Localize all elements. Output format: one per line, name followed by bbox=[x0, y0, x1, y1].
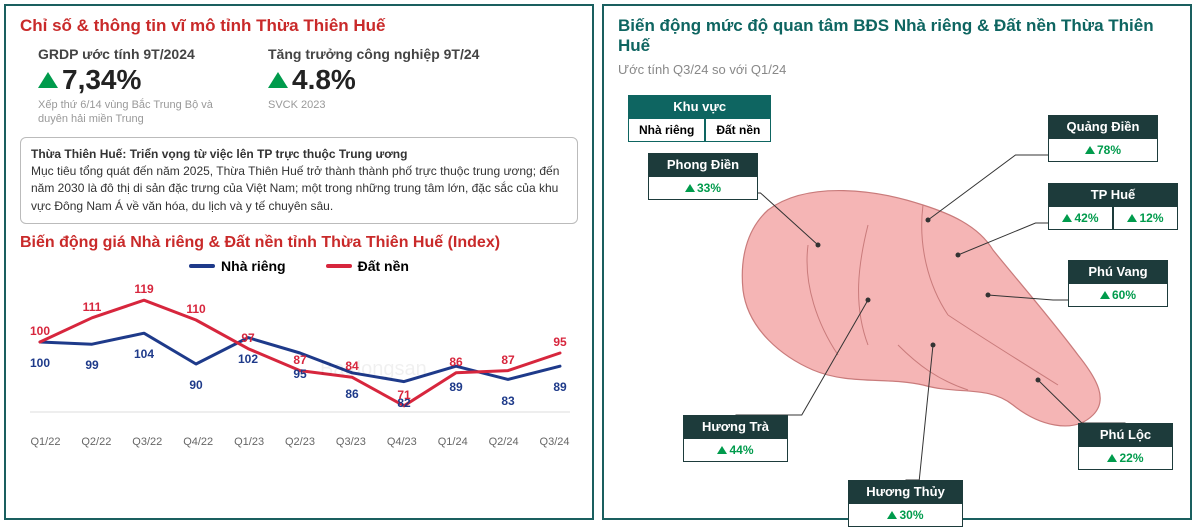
chart-x-axis: Q1/22Q2/22Q3/22Q4/22Q1/23Q2/23Q3/23Q4/23… bbox=[20, 436, 580, 448]
district-value: 44% bbox=[683, 438, 788, 462]
district-callout: Hương Thủy30% bbox=[848, 480, 963, 527]
legend-item-datnen: Đất nền bbox=[326, 258, 409, 274]
chart-data-label: 86 bbox=[449, 355, 462, 369]
map-legend: Khu vựcNhà riêngĐất nền bbox=[628, 95, 771, 142]
chart-data-label: 89 bbox=[553, 380, 566, 394]
panel-macro: Chỉ số & thông tin vĩ mô tỉnh Thừa Thiên… bbox=[4, 4, 594, 520]
description-box: Thừa Thiên Huế: Triển vọng từ việc lên T… bbox=[20, 137, 578, 225]
legend-swatch bbox=[189, 264, 215, 268]
up-arrow-icon bbox=[268, 72, 288, 88]
chart-data-label: 83 bbox=[501, 394, 514, 408]
stat-note: Xếp thứ 6/14 vùng Bắc Trung Bộ và duyên … bbox=[38, 98, 238, 127]
chart-data-label: 86 bbox=[345, 387, 358, 401]
chart-data-label: 100 bbox=[30, 324, 50, 338]
chart-data-label: 90 bbox=[189, 378, 202, 392]
desc-body: Mục tiêu tổng quát đến năm 2025, Thừa Th… bbox=[31, 164, 559, 213]
chart-data-label: 119 bbox=[134, 282, 153, 296]
stats-row: GRDP ước tính 9T/2024 7,34% Xếp thứ 6/14… bbox=[38, 46, 578, 127]
district-callout: Phú Lộc22% bbox=[1078, 423, 1173, 470]
legend-item-nharieng: Nhà riêng bbox=[189, 258, 286, 274]
chart-data-label: 89 bbox=[449, 380, 462, 394]
x-tick-label: Q2/23 bbox=[275, 436, 326, 448]
stat-label: Tăng trưởng công nghiệp 9T/24 bbox=[268, 46, 479, 62]
chart-data-label: 102 bbox=[238, 352, 258, 366]
chart-data-label: 100 bbox=[30, 356, 50, 370]
district-name: Hương Trà bbox=[683, 415, 788, 438]
chart-legend: Nhà riêng Đất nền bbox=[20, 258, 578, 274]
x-tick-label: Q2/24 bbox=[478, 436, 529, 448]
up-arrow-icon bbox=[887, 511, 897, 519]
district-name: Phú Lộc bbox=[1078, 423, 1173, 446]
district-value: 30% bbox=[848, 503, 963, 527]
up-arrow-icon bbox=[1127, 214, 1137, 222]
desc-bold: Thừa Thiên Huế: Triển vọng từ việc lên T… bbox=[31, 147, 407, 161]
stat-note: SVCK 2023 bbox=[268, 98, 468, 112]
chart-data-label: 87 bbox=[501, 353, 514, 367]
legend-label: Nhà riêng bbox=[221, 258, 286, 274]
chart-data-label: 95 bbox=[553, 335, 566, 349]
panel-subtitle: Ước tính Q3/24 so với Q1/24 bbox=[618, 62, 1176, 77]
legend-cell: Nhà riêng bbox=[628, 118, 705, 142]
x-tick-label: Q4/22 bbox=[173, 436, 224, 448]
district-value: 42% bbox=[1048, 206, 1113, 230]
stat-label: GRDP ước tính 9T/2024 bbox=[38, 46, 238, 62]
legend-label: Đất nền bbox=[358, 258, 409, 274]
district-name: Phú Vang bbox=[1068, 260, 1168, 283]
x-tick-label: Q3/24 bbox=[529, 436, 580, 448]
x-tick-label: Q3/22 bbox=[122, 436, 173, 448]
up-arrow-icon bbox=[685, 184, 695, 192]
district-value: 60% bbox=[1068, 283, 1168, 307]
chart-data-label: 99 bbox=[85, 358, 98, 372]
chart-data-label: 95 bbox=[293, 367, 306, 381]
x-tick-label: Q1/23 bbox=[224, 436, 275, 448]
x-tick-label: Q1/22 bbox=[20, 436, 71, 448]
chart-data-label: 87 bbox=[293, 353, 306, 367]
district-name: Hương Thủy bbox=[848, 480, 963, 503]
x-tick-label: Q3/23 bbox=[325, 436, 376, 448]
legend-header: Khu vực bbox=[628, 95, 771, 118]
index-line-chart: Batdongsan100991049010295868289838910011… bbox=[20, 278, 580, 448]
panel-interest-map: Biến động mức độ quan tâm BĐS Nhà riêng … bbox=[602, 4, 1192, 520]
x-tick-label: Q1/24 bbox=[427, 436, 478, 448]
district-value: 12% bbox=[1113, 206, 1178, 230]
chart-data-label: 111 bbox=[83, 300, 102, 314]
district-callout: TP Huế42%12% bbox=[1048, 183, 1178, 230]
district-value: 22% bbox=[1078, 446, 1173, 470]
map-area: Khu vựcNhà riêngĐất nền Phong Điền33% Quản… bbox=[618, 85, 1178, 525]
district-value: 33% bbox=[648, 176, 758, 200]
up-arrow-icon bbox=[1085, 146, 1095, 154]
district-value: 78% bbox=[1048, 138, 1158, 162]
up-arrow-icon bbox=[38, 72, 58, 88]
up-arrow-icon bbox=[1107, 454, 1117, 462]
stat-industry: Tăng trưởng công nghiệp 9T/24 4.8% SVCK … bbox=[268, 46, 479, 127]
district-callout: Phong Điền33% bbox=[648, 153, 758, 200]
district-callout: Hương Trà44% bbox=[683, 415, 788, 462]
legend-cell: Đất nền bbox=[705, 118, 771, 142]
district-callout: Quảng Điền78% bbox=[1048, 115, 1158, 162]
up-arrow-icon bbox=[1062, 214, 1072, 222]
district-name: TP Huế bbox=[1048, 183, 1178, 206]
district-name: Phong Điền bbox=[648, 153, 758, 176]
district-callout: Phú Vang60% bbox=[1068, 260, 1168, 307]
chart-data-label: 84 bbox=[345, 359, 358, 373]
x-tick-label: Q4/23 bbox=[376, 436, 427, 448]
district-name: Quảng Điền bbox=[1048, 115, 1158, 138]
legend-swatch bbox=[326, 264, 352, 268]
chart-data-label: 104 bbox=[134, 347, 154, 361]
stat-grdp: GRDP ước tính 9T/2024 7,34% Xếp thứ 6/14… bbox=[38, 46, 238, 127]
panel-title: Biến động mức độ quan tâm BĐS Nhà riêng … bbox=[618, 16, 1176, 56]
chart-data-label: 97 bbox=[241, 331, 254, 345]
chart-data-label: 71 bbox=[397, 388, 410, 402]
up-arrow-icon bbox=[717, 446, 727, 454]
panel-title: Chỉ số & thông tin vĩ mô tỉnh Thừa Thiên… bbox=[20, 16, 578, 36]
chart-data-label: 110 bbox=[186, 302, 205, 316]
x-tick-label: Q2/22 bbox=[71, 436, 122, 448]
stat-value: 7,34% bbox=[62, 64, 141, 96]
stat-value: 4.8% bbox=[292, 64, 356, 96]
up-arrow-icon bbox=[1100, 291, 1110, 299]
chart-title: Biến động giá Nhà riêng & Đất nền tỉnh T… bbox=[20, 234, 578, 252]
